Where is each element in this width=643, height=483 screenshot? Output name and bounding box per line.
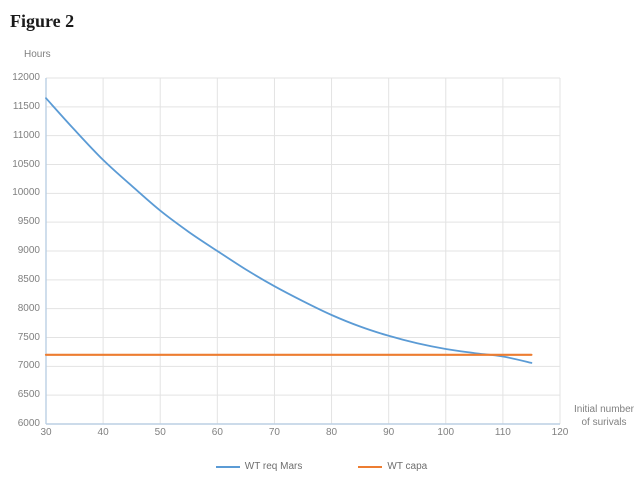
x-tick-label: 100 xyxy=(437,427,455,438)
legend-item-wt-req-mars: WT req Mars xyxy=(215,461,303,472)
y-tick-label: 11500 xyxy=(12,100,40,112)
x-tick-label: 120 xyxy=(551,427,569,438)
y-tick-label: 9000 xyxy=(17,245,40,256)
y-tick-label: 10500 xyxy=(12,158,40,170)
series-line-wt-req-mars xyxy=(45,97,533,364)
x-tick-label: 90 xyxy=(383,427,395,438)
x-axis-title: Initial number of surivals xyxy=(567,403,641,429)
y-tick-label: 6500 xyxy=(17,389,40,401)
x-tick-label: 40 xyxy=(97,427,109,438)
y-tick-label: 10000 xyxy=(12,187,40,199)
x-axis-title-line1: Initial number xyxy=(573,404,635,415)
y-tick-label: 7000 xyxy=(17,360,40,372)
x-tick-label: 70 xyxy=(268,427,280,438)
x-tick-label: 80 xyxy=(325,427,338,438)
x-tick-label: 60 xyxy=(211,427,223,438)
legend-label-wt-capa: WT capa xyxy=(387,461,428,472)
y-tick-label: 12000 xyxy=(12,72,40,83)
legend-label-wt-req-mars: WT req Mars xyxy=(244,461,303,472)
y-tick-label: 9500 xyxy=(17,216,40,228)
y-tick-label: 6000 xyxy=(17,418,40,429)
y-tick-label: 8500 xyxy=(17,273,40,285)
x-tick-label: 50 xyxy=(154,427,166,438)
y-tick-label: 8000 xyxy=(17,302,40,314)
y-tick-label: 11000 xyxy=(12,129,40,141)
x-tick-label: 30 xyxy=(40,427,52,438)
y-tick-label: 7500 xyxy=(17,331,40,343)
figure-title: Figure 2 xyxy=(10,11,75,31)
legend-line-swatch-blue xyxy=(215,465,240,468)
x-axis-title-line2: of surivals xyxy=(581,417,627,428)
x-tick-label: 110 xyxy=(494,427,511,438)
chart-legend: WT req Mars WT capa xyxy=(0,461,643,472)
legend-line-swatch-orange xyxy=(358,465,383,468)
legend-item-wt-capa: WT capa xyxy=(358,461,427,472)
y-axis-title: Hours xyxy=(24,49,51,60)
